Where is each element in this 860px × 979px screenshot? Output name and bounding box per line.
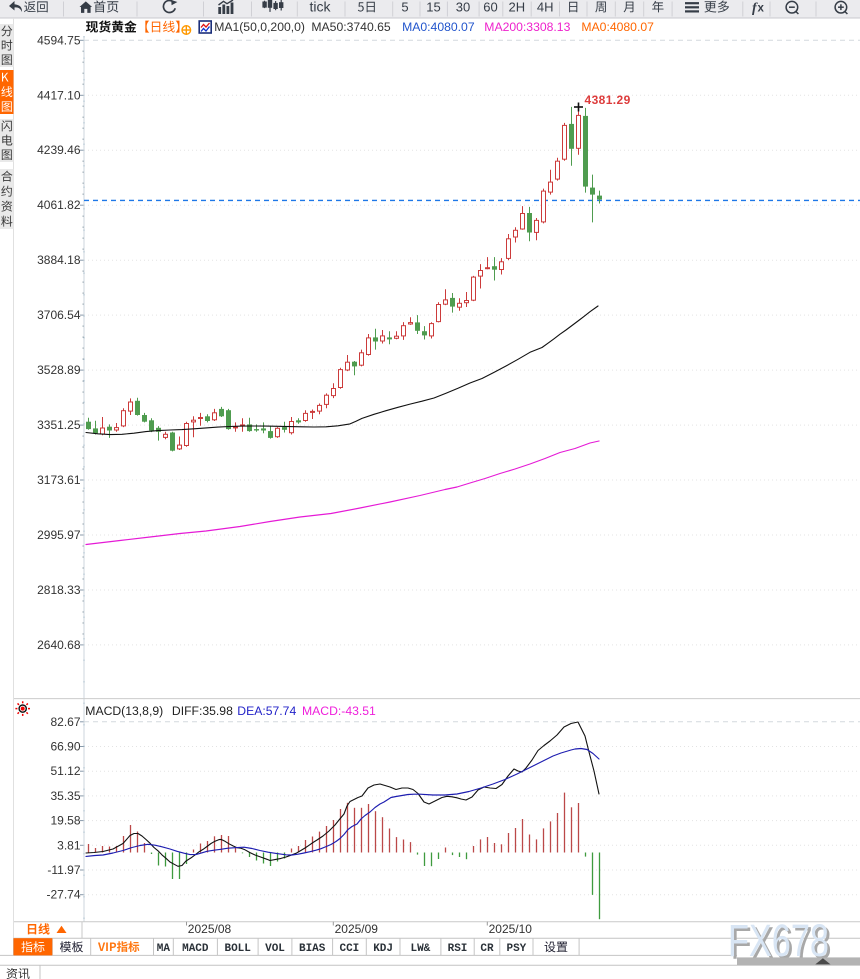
svg-text:3706.54: 3706.54 <box>37 308 81 322</box>
svg-text:3884.18: 3884.18 <box>37 253 81 267</box>
svg-text:19.58: 19.58 <box>50 814 80 828</box>
svg-text:MA1(50,0,200,0): MA1(50,0,200,0) <box>214 20 305 34</box>
svg-text:3.81: 3.81 <box>57 838 81 852</box>
svg-text:PSY: PSY <box>506 943 526 955</box>
svg-text:MACD: MACD <box>182 943 209 955</box>
svg-text:4381.29: 4381.29 <box>585 93 631 107</box>
svg-text:2H: 2H <box>508 0 525 15</box>
svg-text:MACD(13,8,9): MACD(13,8,9) <box>85 704 163 718</box>
svg-text:51.12: 51.12 <box>50 764 80 778</box>
svg-text:2640.68: 2640.68 <box>37 638 81 652</box>
svg-text:3351.25: 3351.25 <box>37 418 81 432</box>
svg-text:4H: 4H <box>537 0 554 15</box>
svg-text:30: 30 <box>456 0 470 15</box>
svg-text:MA: MA <box>157 943 171 955</box>
svg-text:2025/08: 2025/08 <box>188 922 232 936</box>
svg-text:DIFF:35.98: DIFF:35.98 <box>172 704 233 718</box>
svg-text:15: 15 <box>426 0 440 15</box>
svg-text:CCI: CCI <box>339 943 359 955</box>
svg-text:4417.10: 4417.10 <box>37 88 81 102</box>
svg-text:35.35: 35.35 <box>50 789 80 803</box>
svg-text:BIAS: BIAS <box>299 943 326 955</box>
svg-text:RSI: RSI <box>448 943 468 955</box>
svg-text:4239.46: 4239.46 <box>37 143 81 157</box>
svg-text:-27.74: -27.74 <box>46 888 80 902</box>
svg-text:VOL: VOL <box>265 943 285 955</box>
svg-text:82.67: 82.67 <box>50 715 80 729</box>
svg-text:MA0:4080.07: MA0:4080.07 <box>581 20 654 34</box>
svg-text:MA200:3308.13: MA200:3308.13 <box>484 20 570 34</box>
svg-text:66.90: 66.90 <box>50 740 80 754</box>
svg-text:MA0:4080.07: MA0:4080.07 <box>402 20 475 34</box>
svg-text:2995.97: 2995.97 <box>37 528 81 542</box>
svg-text:5: 5 <box>401 0 408 15</box>
svg-text:MACD:-43.51: MACD:-43.51 <box>302 704 376 718</box>
svg-text:tick: tick <box>310 0 332 15</box>
svg-text:CR: CR <box>480 943 494 955</box>
svg-text:-11.97: -11.97 <box>47 863 80 877</box>
svg-text:DEA:57.74: DEA:57.74 <box>237 704 296 718</box>
svg-text:f: f <box>752 1 758 16</box>
svg-text:LW&: LW& <box>410 943 430 955</box>
svg-text:2025/09: 2025/09 <box>335 922 379 936</box>
svg-text:2025/10: 2025/10 <box>489 922 533 936</box>
svg-text:60: 60 <box>483 0 497 15</box>
svg-text:3173.61: 3173.61 <box>37 473 81 487</box>
svg-text:4594.75: 4594.75 <box>37 33 81 47</box>
svg-text:2818.33: 2818.33 <box>37 583 81 597</box>
svg-text:3528.89: 3528.89 <box>37 363 81 377</box>
svg-text:MA50:3740.65: MA50:3740.65 <box>311 20 391 34</box>
svg-text:x: x <box>758 2 765 14</box>
svg-text:KDJ: KDJ <box>373 943 393 955</box>
svg-text:BOLL: BOLL <box>224 943 251 955</box>
svg-text:4061.82: 4061.82 <box>37 198 81 212</box>
